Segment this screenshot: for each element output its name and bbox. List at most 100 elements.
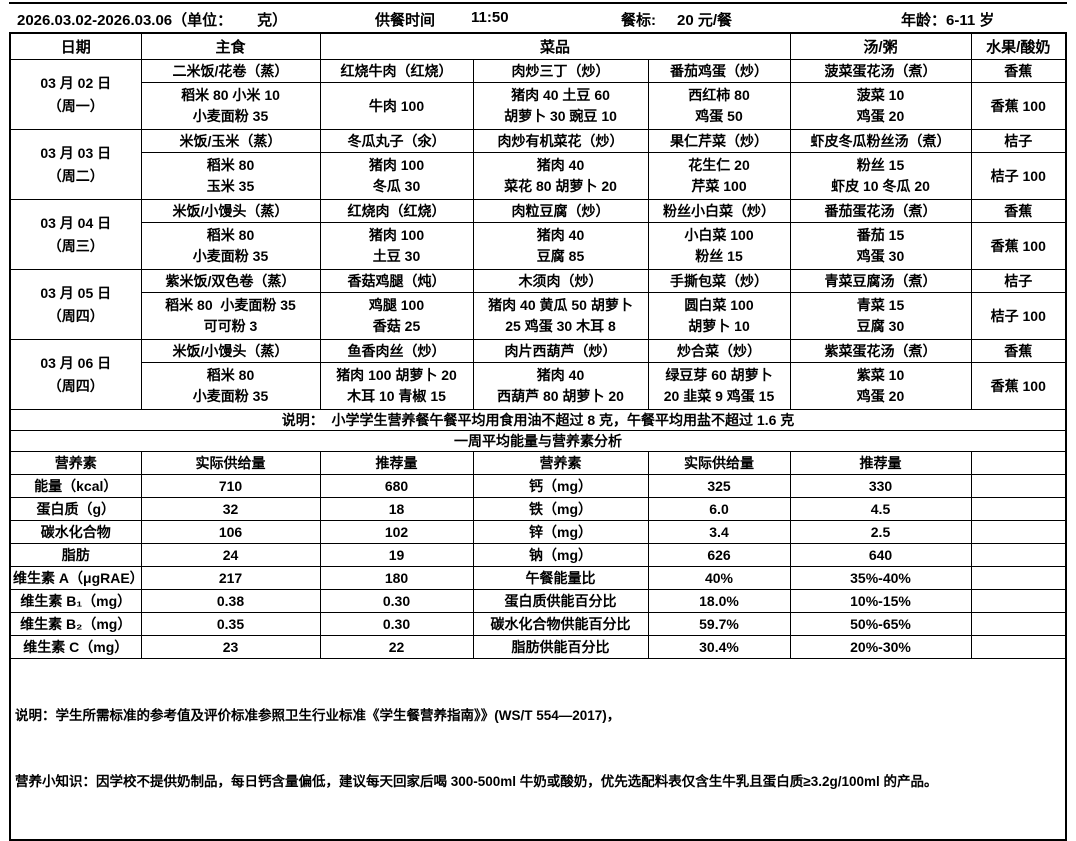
- dish1-ingredients-cell: 牛肉 100: [319, 82, 474, 130]
- nutrient-label-cell: 蛋白质供能百分比: [472, 589, 649, 613]
- recommended-header: 推荐量: [789, 451, 972, 475]
- date-cell: 03 月 06 日 （周四）: [9, 339, 142, 410]
- dish3-name-cell: 手撕包菜（炒）: [647, 269, 791, 293]
- dish1-name-cell: 红烧肉（红烧）: [319, 199, 474, 223]
- fruit-name-cell: 桔子: [970, 269, 1067, 293]
- footer-notes-cell: 说明：学生所需标准的参考值及评价标准参照卫生行业标准《学生餐营养指南》》(WS/…: [9, 658, 1067, 841]
- header-dishes: 菜品: [319, 32, 791, 60]
- nutrient-label-cell: 维生素 A（μgRAE）: [9, 566, 142, 590]
- fruit-amount-cell: 桔子 100: [970, 292, 1067, 340]
- dish2-ingredients-cell: 猪肉 40 菜花 80 胡萝卜 20: [472, 152, 649, 200]
- actual-value-cell: 626: [647, 543, 791, 567]
- day-dish-name-row: 03 月 04 日 （周三） 米饭/小馒头（蒸） 红烧肉（红烧） 肉粒豆腐（炒）…: [9, 199, 1067, 270]
- soup-ingredients-cell: 青菜 15 豆腐 30: [789, 292, 972, 340]
- recommended-value-cell: 102: [319, 520, 474, 544]
- meal-price-value: 20 元/餐: [677, 12, 733, 29]
- actual-value-cell: 24: [140, 543, 321, 567]
- date-cell: 03 月 04 日 （周三）: [9, 199, 142, 270]
- actual-value-cell: 106: [140, 520, 321, 544]
- actual-value-cell: 0.38: [140, 589, 321, 613]
- recommended-value-cell: 0.30: [319, 589, 474, 613]
- day-dish-name-row: 03 月 02 日 （周一） 二米饭/花卷（蒸） 红烧牛肉（红烧） 肉炒三丁（炒…: [9, 59, 1067, 130]
- day-ingredients-row: 稻米 80 小麦面粉 35 猪肉 100 土豆 30 猪肉 40 豆腐 85 小…: [10, 222, 1067, 270]
- dish3-name-cell: 果仁芹菜（炒）: [647, 129, 791, 153]
- nutrient-label-cell: 碳水化合物供能百分比: [472, 612, 649, 636]
- dish2-ingredients-cell: 猪肉 40 豆腐 85: [472, 222, 649, 270]
- soup-ingredients-cell: 菠菜 10 鸡蛋 20: [789, 82, 972, 130]
- day-ingredients-row: 稻米 80 小米 10 小麦面粉 35 牛肉 100 猪肉 40 土豆 60 胡…: [10, 82, 1067, 130]
- empty-cell: [970, 543, 1067, 567]
- recommended-value-cell: 640: [789, 543, 972, 567]
- staple-name-cell: 米饭/小馒头（蒸）: [140, 199, 321, 223]
- nutrition-row: 维生素 B₂（mg） 0.35 0.30 碳水化合物供能百分比 59.7% 50…: [9, 612, 1067, 636]
- nutrient-label-cell: 脂肪: [9, 543, 142, 567]
- analysis-title: 一周平均能量与营养素分析: [9, 430, 1067, 452]
- dish2-name-cell: 肉片西葫芦（炒）: [472, 339, 649, 363]
- menu-header-row: 日期 主食 菜品 汤/粥 水果/酸奶: [9, 32, 1067, 60]
- recommended-value-cell: 19: [319, 543, 474, 567]
- day-dish-name-row: 03 月 03 日 （周二） 米饭/玉米（蒸） 冬瓜丸子（氽） 肉炒有机菜花（炒…: [9, 129, 1067, 200]
- footer-nutrition-tip: 营养小知识：因学校不提供奶制品，每日钙含量偏低，建议每天回家后喝 300-500…: [15, 774, 938, 789]
- dish1-name-cell: 冬瓜丸子（氽）: [319, 129, 474, 153]
- dish3-name-cell: 粉丝小白菜（炒）: [647, 199, 791, 223]
- dish3-ingredients-cell: 花生仁 20 芹菜 100: [647, 152, 791, 200]
- nutrition-row: 维生素 B₁（mg） 0.38 0.30 蛋白质供能百分比 18.0% 10%-…: [9, 589, 1067, 613]
- date-cell: 03 月 03 日 （周二）: [9, 129, 142, 200]
- actual-value-cell: 59.7%: [647, 612, 791, 636]
- fruit-name-cell: 香蕉: [970, 199, 1067, 223]
- dish1-ingredients-cell: 猪肉 100 土豆 30: [319, 222, 474, 270]
- nutrient-label-cell: 钙（mg）: [472, 474, 649, 498]
- actual-value-cell: 23: [140, 635, 321, 659]
- fruit-amount-cell: 桔子 100: [970, 152, 1067, 200]
- day-ingredients-row: 稻米 80 小麦面粉 35 猪肉 100 胡萝卜 20 木耳 10 青椒 15 …: [10, 362, 1067, 410]
- empty-cell: [970, 520, 1067, 544]
- dish2-name-cell: 木须肉（炒）: [472, 269, 649, 293]
- dish3-name-cell: 炒合菜（炒）: [647, 339, 791, 363]
- recommended-value-cell: 680: [319, 474, 474, 498]
- recommended-value-cell: 22: [319, 635, 474, 659]
- nutrient-label-cell: 蛋白质（g）: [9, 497, 142, 521]
- dish2-name-cell: 肉粒豆腐（炒）: [472, 199, 649, 223]
- actual-value-cell: 217: [140, 566, 321, 590]
- serving-time-label: 供餐时间: [375, 12, 436, 29]
- soup-ingredients-cell: 番茄 15 鸡蛋 30: [789, 222, 972, 270]
- actual-value-cell: 0.35: [140, 612, 321, 636]
- empty-cell: [970, 589, 1067, 613]
- dish2-ingredients-cell: 猪肉 40 西葫芦 80 胡萝卜 20: [472, 362, 649, 410]
- fruit-name-cell: 桔子: [970, 129, 1067, 153]
- dish3-ingredients-cell: 小白菜 100 粉丝 15: [647, 222, 791, 270]
- nutrient-label-cell: 维生素 B₂（mg）: [9, 612, 142, 636]
- serving-time-value: 11:50: [471, 9, 509, 26]
- nutrition-row: 维生素 A（μgRAE） 217 180 午餐能量比 40% 35%-40%: [9, 566, 1067, 590]
- header-staple: 主食: [140, 32, 321, 60]
- empty-cell: [970, 497, 1067, 521]
- empty-cell: [970, 474, 1067, 498]
- nutrient-label-cell: 午餐能量比: [472, 566, 649, 590]
- date-cell: 03 月 05 日 （周四）: [9, 269, 142, 340]
- staple-name-cell: 紫米饭/双色卷（蒸）: [140, 269, 321, 293]
- dish2-ingredients-cell: 猪肉 40 黄瓜 50 胡萝卜 25 鸡蛋 30 木耳 8: [472, 292, 649, 340]
- recommended-value-cell: 20%-30%: [789, 635, 972, 659]
- empty-cell: [970, 566, 1067, 590]
- staple-ingredients-cell: 稻米 80 小麦面粉 35: [140, 222, 321, 270]
- staple-name-cell: 二米饭/花卷（蒸）: [140, 59, 321, 83]
- dish1-name-cell: 鱼香肉丝（炒）: [319, 339, 474, 363]
- nutrient-header: 营养素: [9, 451, 142, 475]
- soup-name-cell: 紫菜蛋花汤（煮）: [789, 339, 972, 363]
- staple-ingredients-cell: 稻米 80 小麦面粉 35: [140, 362, 321, 410]
- soup-name-cell: 番茄蛋花汤（煮）: [789, 199, 972, 223]
- staple-name-cell: 米饭/小馒头（蒸）: [140, 339, 321, 363]
- recommended-value-cell: 4.5: [789, 497, 972, 521]
- title-bar: 2026.03.02-2026.03.06（单位： 克） 供餐时间 11:50 …: [9, 2, 1067, 32]
- nutrient-label-cell: 钠（mg）: [472, 543, 649, 567]
- oil-salt-note: 说明： 小学学生营养餐午餐平均用食用油不超过 8 克，午餐平均用盐不超过 1.6…: [9, 409, 1067, 431]
- recommended-value-cell: 330: [789, 474, 972, 498]
- date-cell: 03 月 02 日 （周一）: [9, 59, 142, 130]
- header-date: 日期: [9, 32, 142, 60]
- footer-notes-row: 说明：学生所需标准的参考值及评价标准参照卫生行业标准《学生餐营养指南》》(WS/…: [9, 658, 1067, 841]
- actual-header: 实际供给量: [140, 451, 321, 475]
- date-range: 2026.03.02-2026.03.06（单位： 克）: [17, 12, 288, 29]
- nutrition-row: 蛋白质（g） 32 18 铁（mg） 6.0 4.5: [9, 497, 1067, 521]
- day-ingredients-row: 稻米 80 小麦面粉 35 可可粉 3 鸡腿 100 香菇 25 猪肉 40 黄…: [10, 292, 1067, 340]
- day-dish-name-row: 03 月 06 日 （周四） 米饭/小馒头（蒸） 鱼香肉丝（炒） 肉片西葫芦（炒…: [9, 339, 1067, 410]
